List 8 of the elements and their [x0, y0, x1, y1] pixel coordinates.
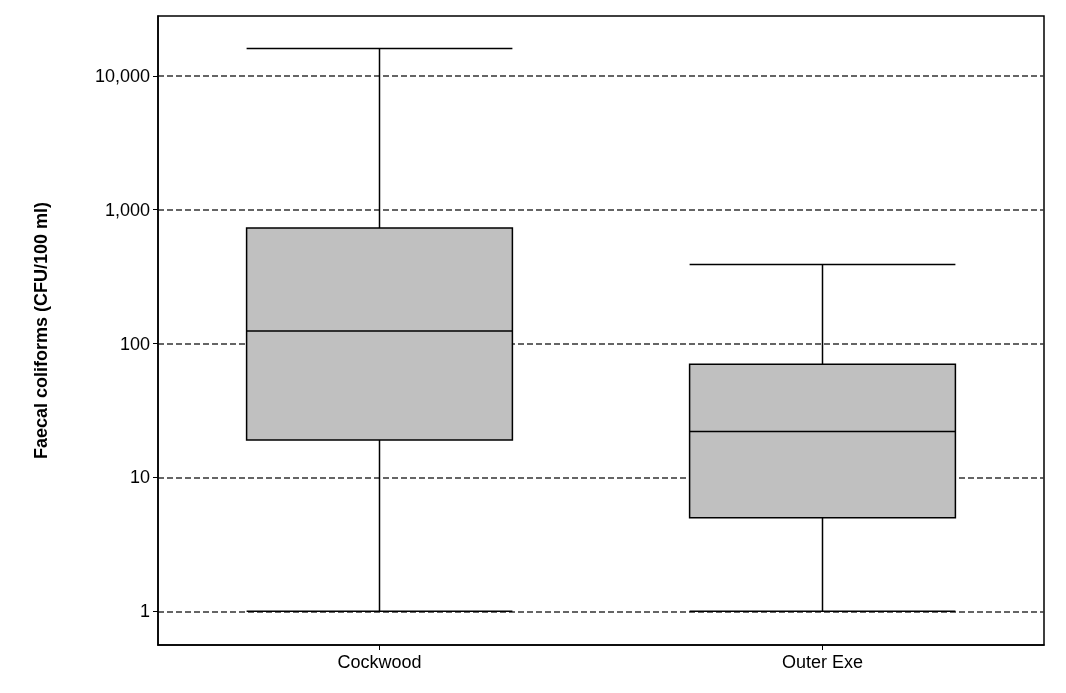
- y-tick-label: 10: [129, 467, 150, 488]
- x-tick-label: Cockwood: [337, 652, 422, 672]
- y-tick-label: 1,000: [104, 199, 150, 220]
- y-axis-title: Faecal coliforms (CFU/100 ml): [31, 201, 51, 460]
- y-tick-label: 100: [119, 333, 150, 354]
- y-tick-label: 1: [139, 601, 150, 622]
- x-tick-label: Outer Exe: [781, 652, 864, 672]
- y-tick-label: 10,000: [94, 65, 150, 86]
